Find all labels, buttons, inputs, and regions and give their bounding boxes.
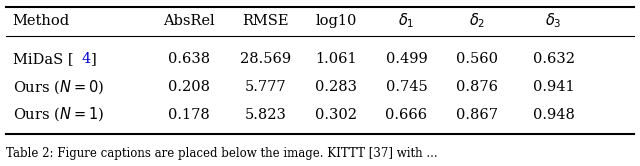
Text: RMSE: RMSE xyxy=(243,14,289,28)
Text: Method: Method xyxy=(13,14,70,28)
Text: 0.876: 0.876 xyxy=(456,80,498,94)
Text: 0.499: 0.499 xyxy=(385,52,428,66)
Text: 0.632: 0.632 xyxy=(532,52,575,66)
Text: 5.777: 5.777 xyxy=(244,80,287,94)
Text: 0.948: 0.948 xyxy=(532,108,575,122)
Text: $\delta_1$: $\delta_1$ xyxy=(398,11,415,30)
Text: Ours ($N = 1$): Ours ($N = 1$) xyxy=(13,106,104,123)
Text: $\delta_2$: $\delta_2$ xyxy=(468,11,485,30)
Text: 4: 4 xyxy=(82,52,91,66)
Text: AbsRel: AbsRel xyxy=(163,14,214,28)
Text: 0.302: 0.302 xyxy=(315,108,357,122)
Text: 0.941: 0.941 xyxy=(532,80,575,94)
Text: 0.745: 0.745 xyxy=(385,80,428,94)
Text: $\delta_3$: $\delta_3$ xyxy=(545,11,562,30)
Text: 1.061: 1.061 xyxy=(315,52,357,66)
Text: MiDaS [: MiDaS [ xyxy=(13,52,74,66)
Text: 0.867: 0.867 xyxy=(456,108,498,122)
Text: 5.823: 5.823 xyxy=(244,108,287,122)
Text: ]: ] xyxy=(91,52,97,66)
Text: 0.560: 0.560 xyxy=(456,52,498,66)
Text: 0.283: 0.283 xyxy=(315,80,357,94)
Text: 0.666: 0.666 xyxy=(385,108,428,122)
Text: 28.569: 28.569 xyxy=(240,52,291,66)
Text: 0.178: 0.178 xyxy=(168,108,210,122)
Text: Table 2: Figure captions are placed below the image. KITTT [37] with ...: Table 2: Figure captions are placed belo… xyxy=(6,147,438,160)
Text: log10: log10 xyxy=(316,14,356,28)
Text: 0.208: 0.208 xyxy=(168,80,210,94)
Text: 0.638: 0.638 xyxy=(168,52,210,66)
Text: Ours ($N = 0$): Ours ($N = 0$) xyxy=(13,78,104,96)
